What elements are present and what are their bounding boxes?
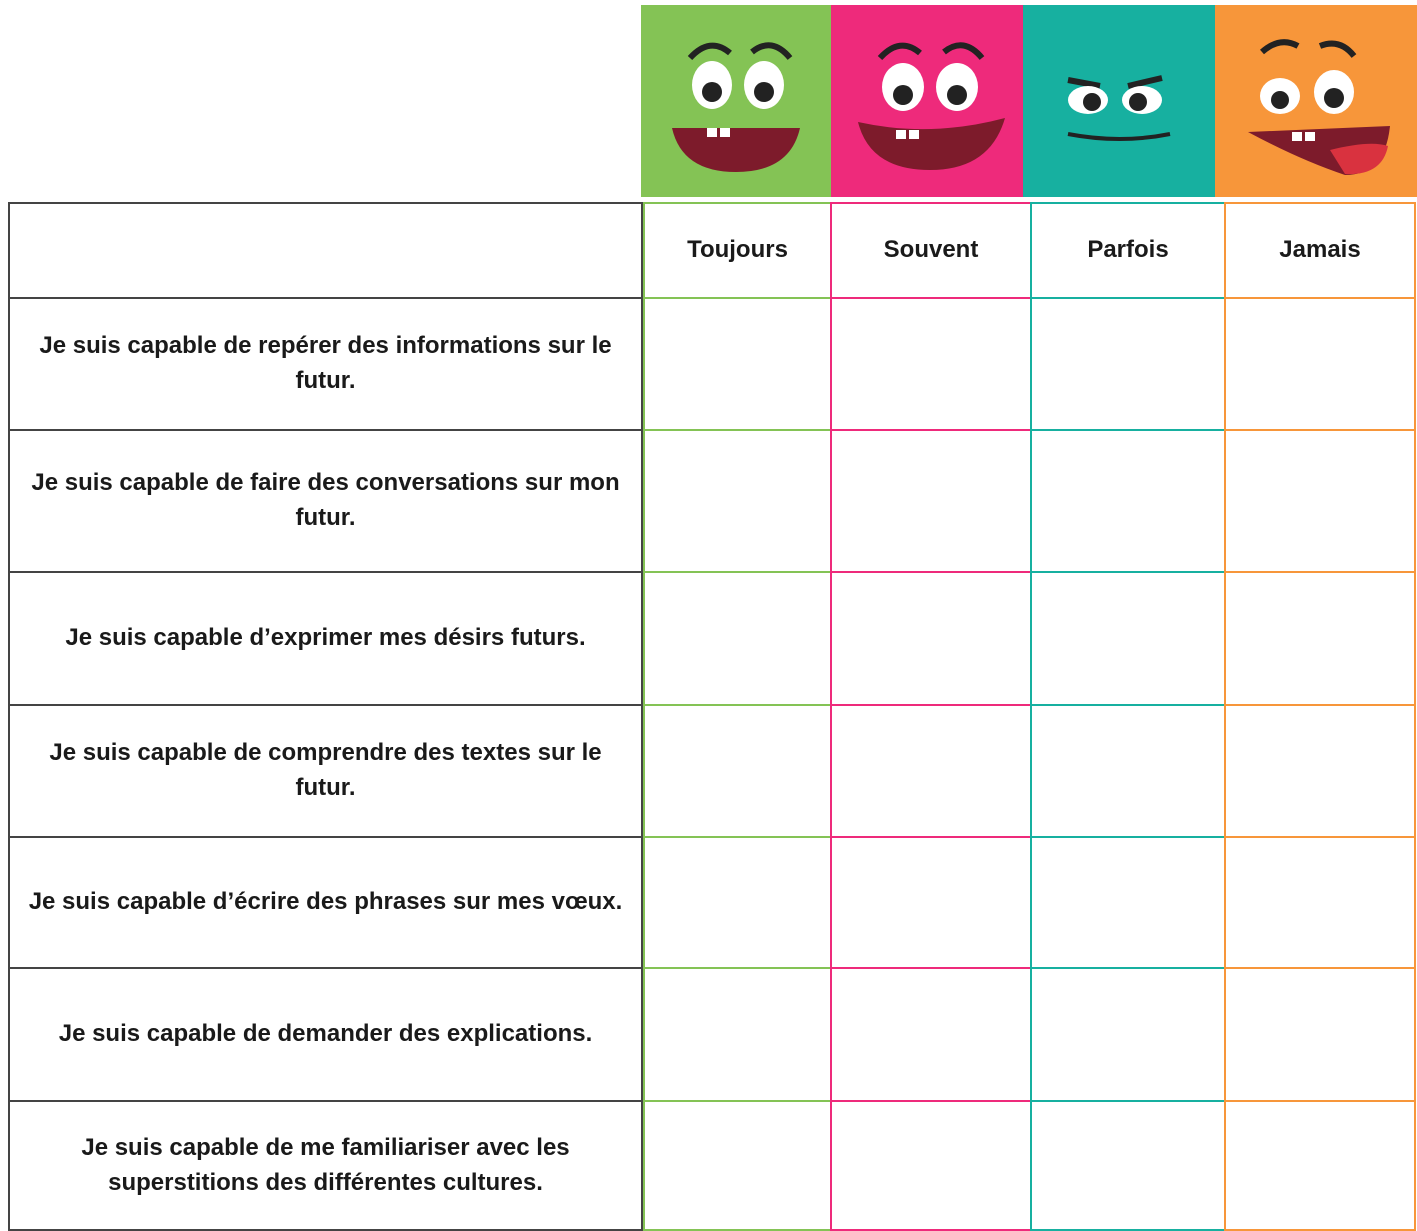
answer-cell[interactable]	[830, 571, 1030, 706]
faces	[641, 5, 1417, 197]
cell-text: Souvent	[883, 236, 979, 264]
statement: Je suis capable de faire des conversatio…	[8, 429, 643, 573]
answer-cell[interactable]	[643, 571, 830, 706]
answer-cell[interactable]	[1224, 571, 1416, 706]
answer-cell[interactable]	[830, 967, 1030, 1102]
statement: Je suis capable d’exprimer mes désirs fu…	[8, 571, 643, 706]
column-header: Souvent	[830, 202, 1030, 299]
cell-text: Je suis capable d’exprimer mes désirs fu…	[65, 624, 586, 652]
cell-text: Je suis capable de me familiariser avec …	[81, 1133, 570, 1196]
answer-cell[interactable]	[830, 297, 1030, 431]
column-header: Jamais	[1224, 202, 1416, 299]
statement: Je suis capable de repérer des informati…	[8, 297, 643, 431]
corner-cell	[8, 202, 643, 299]
cell-text: Je suis capable de comprendre des textes…	[49, 739, 602, 801]
answer-cell[interactable]	[643, 429, 830, 573]
statement: Je suis capable de me familiariser avec …	[8, 1100, 643, 1231]
answer-cell[interactable]	[643, 704, 830, 838]
answer-cell[interactable]	[1224, 297, 1416, 431]
answer-cell[interactable]	[830, 1100, 1030, 1231]
answer-cell[interactable]	[1030, 429, 1224, 573]
cell-text: Jamais	[1279, 236, 1361, 264]
cell-text: Je suis capable d’écrire des phrases sur…	[28, 888, 623, 916]
answer-cell[interactable]	[643, 297, 830, 431]
answer-cell[interactable]	[643, 836, 830, 969]
answer-cell[interactable]	[1030, 297, 1224, 431]
face-green	[641, 5, 831, 197]
face-teal	[1023, 5, 1215, 197]
answer-cell[interactable]	[830, 429, 1030, 573]
statement: Je suis capable de comprendre des textes…	[8, 704, 643, 838]
cell-text: Parfois	[1087, 236, 1169, 264]
statement: Je suis capable d’écrire des phrases sur…	[8, 836, 643, 969]
answer-cell[interactable]	[830, 704, 1030, 838]
cell-text: Je suis capable de repérer des informati…	[39, 332, 612, 394]
face-orange	[1215, 5, 1417, 197]
answer-cell[interactable]	[1224, 704, 1416, 838]
answer-cell[interactable]	[1224, 1100, 1416, 1231]
answer-cell[interactable]	[1224, 836, 1416, 969]
answer-cell[interactable]	[1030, 704, 1224, 838]
column-header: Parfois	[1030, 202, 1224, 299]
answer-cell[interactable]	[1030, 1100, 1224, 1231]
answer-cell[interactable]	[1224, 967, 1416, 1102]
cell-text: Toujours	[687, 236, 788, 264]
answer-cell[interactable]	[1224, 429, 1416, 573]
answer-cell[interactable]	[830, 836, 1030, 969]
cell-text: Je suis capable de demander des explicat…	[58, 1020, 593, 1048]
face-pink	[831, 5, 1023, 197]
cell-text: Je suis capable de faire des conversatio…	[31, 469, 620, 531]
answer-cell[interactable]	[643, 1100, 830, 1231]
answer-cell[interactable]	[643, 967, 830, 1102]
answer-cell[interactable]	[1030, 571, 1224, 706]
answer-cell[interactable]	[1030, 836, 1224, 969]
answer-cell[interactable]	[1030, 967, 1224, 1102]
statement: Je suis capable de demander des explicat…	[8, 967, 643, 1102]
column-header: Toujours	[643, 202, 830, 299]
